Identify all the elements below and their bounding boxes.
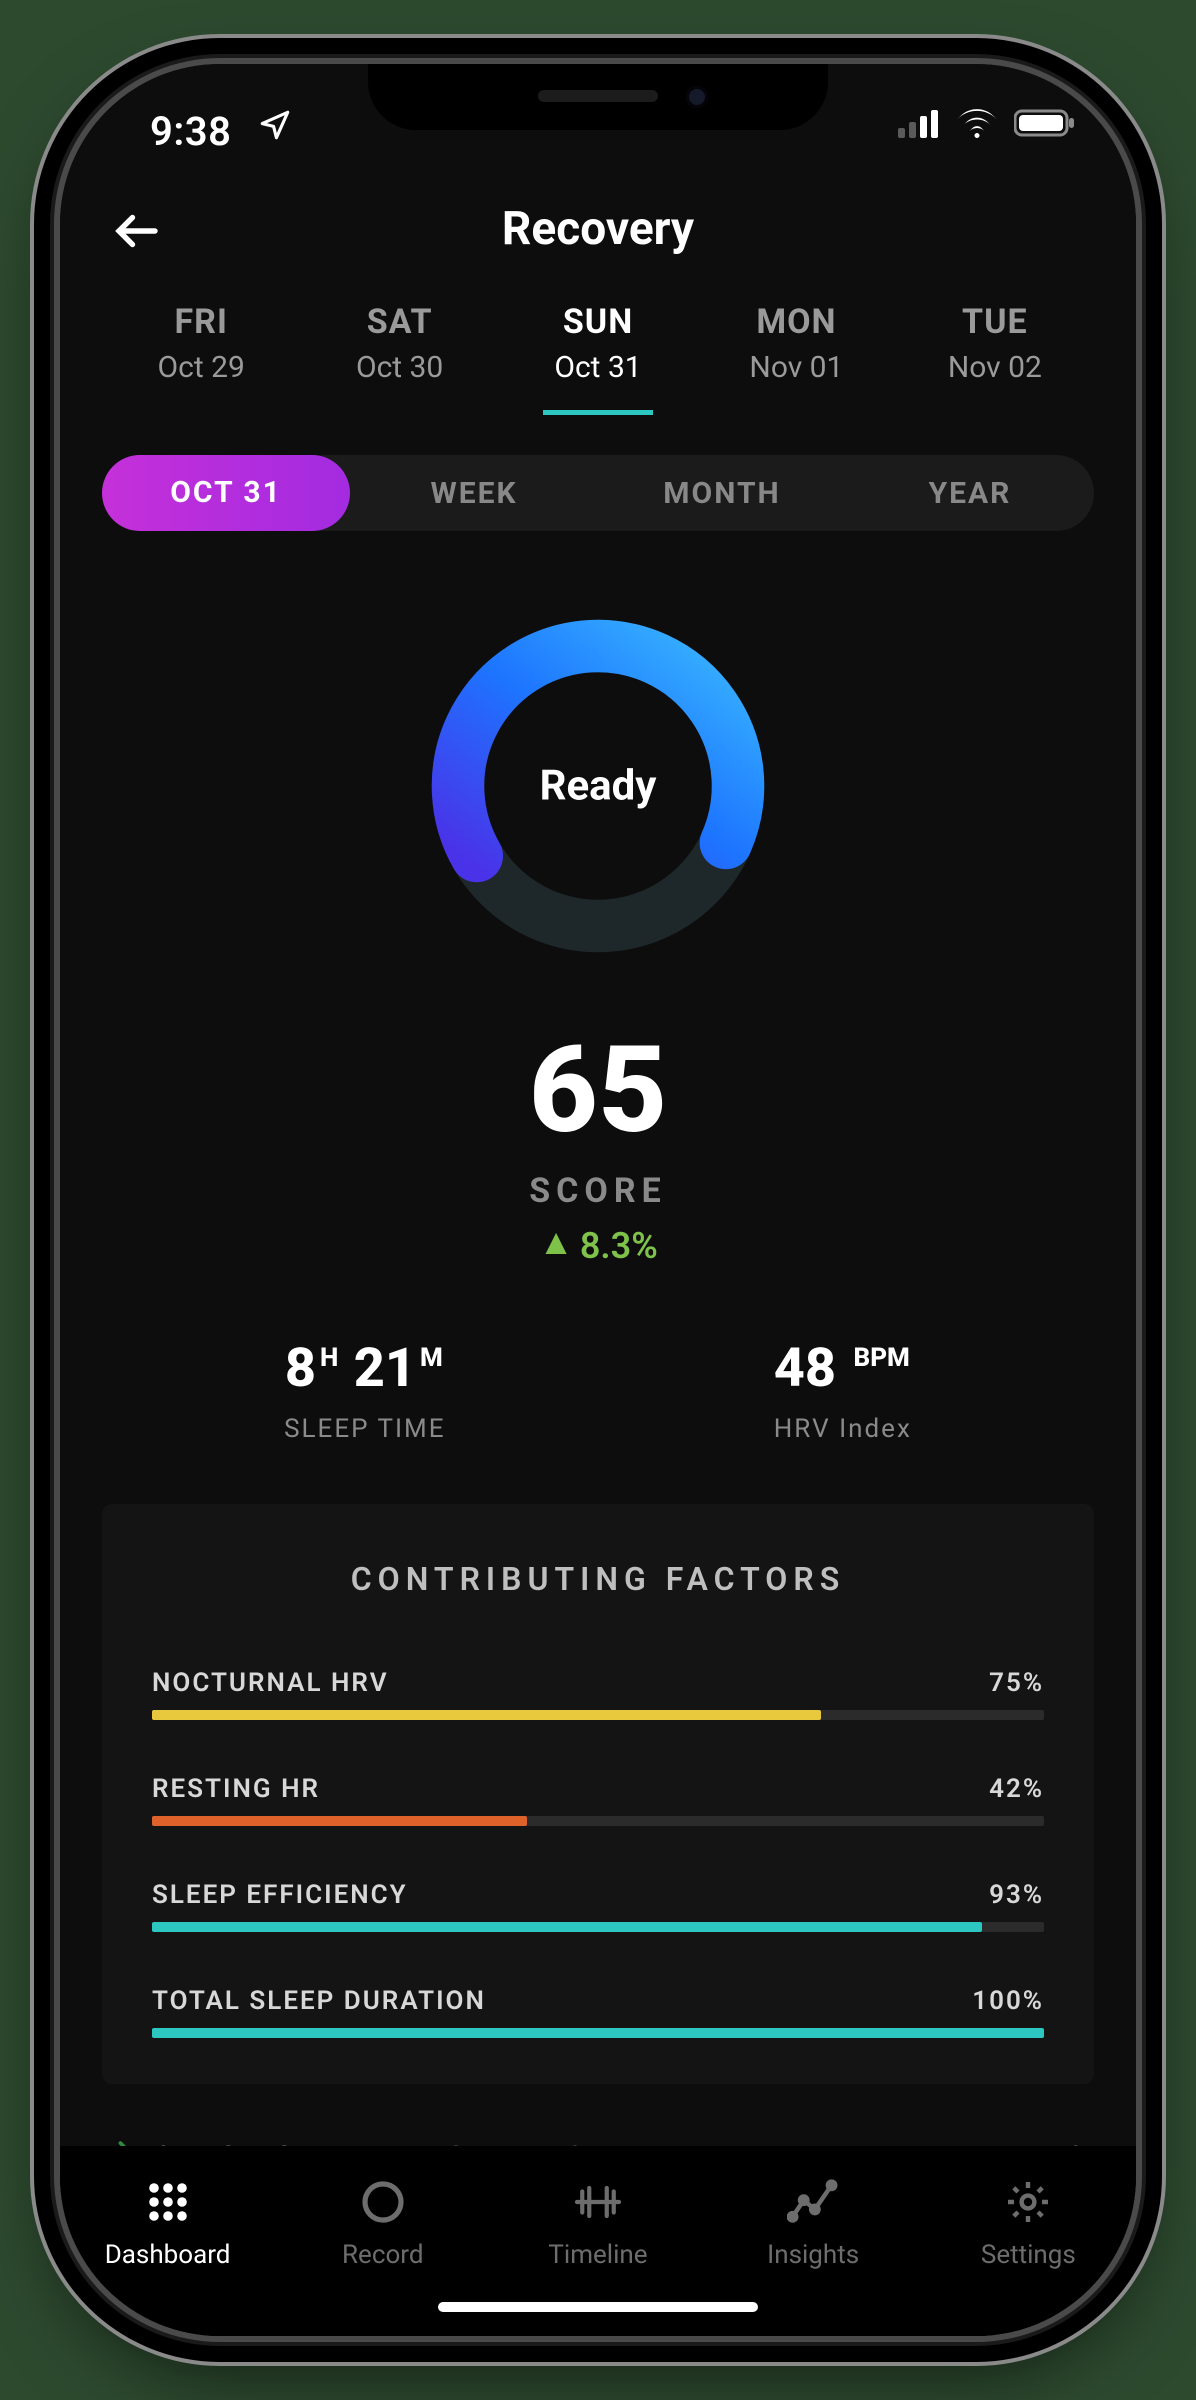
- day-tab[interactable]: MON Nov 01: [697, 302, 895, 415]
- day-tab[interactable]: SUN Oct 31: [499, 302, 697, 415]
- range-selector: OCT 31WEEKMONTHYEAR: [102, 455, 1094, 531]
- range-segment[interactable]: OCT 31: [102, 455, 350, 531]
- factor-bar: [152, 1922, 1044, 1932]
- score-value: 65: [60, 1021, 1136, 1161]
- day-of-week: TUE: [896, 302, 1094, 342]
- tab-label: Timeline: [490, 2240, 705, 2270]
- factors-title: CONTRIBUTING FACTORS: [152, 1560, 1044, 1598]
- sleep-mins: 21: [354, 1337, 416, 1400]
- phone-frame: 9:38: [60, 64, 1136, 2336]
- factor-name: TOTAL SLEEP DURATION: [152, 1986, 486, 2016]
- back-button[interactable]: [110, 204, 164, 262]
- tab-settings[interactable]: Settings: [921, 2174, 1136, 2270]
- factor-row: RESTING HR 42%: [152, 1774, 1044, 1826]
- page-header: Recovery: [60, 174, 1136, 284]
- day-date: Nov 01: [697, 350, 895, 385]
- page-title: Recovery: [502, 202, 694, 256]
- tab-label: Dashboard: [60, 2240, 275, 2270]
- day-date: Oct 31: [499, 350, 697, 385]
- factor-bar-fill: [152, 1816, 527, 1826]
- range-segment[interactable]: YEAR: [846, 476, 1094, 511]
- dashboard-icon: [60, 2174, 275, 2230]
- tab-label: Settings: [921, 2240, 1136, 2270]
- hrv-stat: 48 BPM HRV Index: [774, 1337, 912, 1444]
- range-segment[interactable]: MONTH: [598, 476, 846, 511]
- factor-bar-fill: [152, 1710, 821, 1720]
- sleep-hours: 8: [285, 1337, 316, 1400]
- hrv-unit: BPM: [854, 1343, 910, 1373]
- status-time: 9:38: [150, 108, 231, 155]
- insights-icon: [706, 2174, 921, 2230]
- tab-record[interactable]: Record: [275, 2174, 490, 2270]
- day-date: Oct 30: [300, 350, 498, 385]
- score-label: SCORE: [60, 1171, 1136, 1211]
- day-of-week: MON: [697, 302, 895, 342]
- day-date: Oct 29: [102, 350, 300, 385]
- factor-bar: [152, 1710, 1044, 1720]
- factors-card: CONTRIBUTING FACTORS NOCTURNAL HRV 75% R…: [102, 1504, 1094, 2084]
- factor-row: SLEEP EFFICIENCY 93%: [152, 1880, 1044, 1932]
- factor-bar: [152, 2028, 1044, 2038]
- phone-notch: [368, 64, 828, 130]
- day-of-week: SUN: [499, 302, 697, 342]
- record-icon: [275, 2174, 490, 2230]
- day-tab[interactable]: FRI Oct 29: [102, 302, 300, 415]
- hrv-label: HRV Index: [774, 1414, 912, 1444]
- factor-bar: [152, 1816, 1044, 1826]
- timeline-icon: [490, 2174, 705, 2230]
- home-indicator: [438, 2302, 758, 2312]
- day-selector: FRI Oct 29SAT Oct 30SUN Oct 31MON Nov 01…: [60, 302, 1136, 415]
- factor-row: NOCTURNAL HRV 75%: [152, 1668, 1044, 1720]
- app-screen: 9:38: [60, 64, 1136, 2336]
- hrv-value: 48: [774, 1337, 836, 1400]
- factor-percent: 100%: [972, 1986, 1044, 2016]
- delta-arrow-icon: ▲: [538, 1221, 574, 1263]
- range-segment[interactable]: WEEK: [350, 476, 598, 511]
- day-tab[interactable]: TUE Nov 02: [896, 302, 1094, 415]
- factor-bar-fill: [152, 2028, 1044, 2038]
- wifi-icon: [956, 108, 998, 142]
- tab-label: Insights: [706, 2240, 921, 2270]
- tab-insights[interactable]: Insights: [706, 2174, 921, 2270]
- summary-stats: 8H 21M SLEEP TIME 48 BPM HRV Index: [60, 1337, 1136, 1444]
- delta-value: 8.3%: [580, 1225, 658, 1267]
- day-of-week: SAT: [300, 302, 498, 342]
- day-tab[interactable]: SAT Oct 30: [300, 302, 498, 415]
- factor-percent: 75%: [989, 1668, 1044, 1698]
- settings-icon: [921, 2174, 1136, 2230]
- factor-percent: 93%: [989, 1880, 1044, 1910]
- recovery-ring: Ready: [60, 611, 1136, 961]
- factor-name: RESTING HR: [152, 1774, 320, 1804]
- factor-percent: 42%: [989, 1774, 1044, 1804]
- location-icon: [258, 108, 292, 146]
- day-of-week: FRI: [102, 302, 300, 342]
- tab-timeline[interactable]: Timeline: [490, 2174, 705, 2270]
- score-block: 65 SCORE ▲8.3%: [60, 1021, 1136, 1267]
- factor-name: SLEEP EFFICIENCY: [152, 1880, 408, 1910]
- ring-status-label: Ready: [423, 762, 773, 811]
- factor-name: NOCTURNAL HRV: [152, 1668, 389, 1698]
- cellular-icon: [898, 108, 940, 142]
- score-delta: ▲8.3%: [60, 1225, 1136, 1267]
- tab-dashboard[interactable]: Dashboard: [60, 2174, 275, 2270]
- tab-label: Record: [275, 2240, 490, 2270]
- sleep-time-stat: 8H 21M SLEEP TIME: [284, 1337, 445, 1444]
- factor-bar-fill: [152, 1922, 982, 1932]
- factor-row: TOTAL SLEEP DURATION 100%: [152, 1986, 1044, 2038]
- sleep-time-label: SLEEP TIME: [284, 1414, 445, 1444]
- battery-icon: [1014, 108, 1076, 142]
- day-date: Nov 02: [896, 350, 1094, 385]
